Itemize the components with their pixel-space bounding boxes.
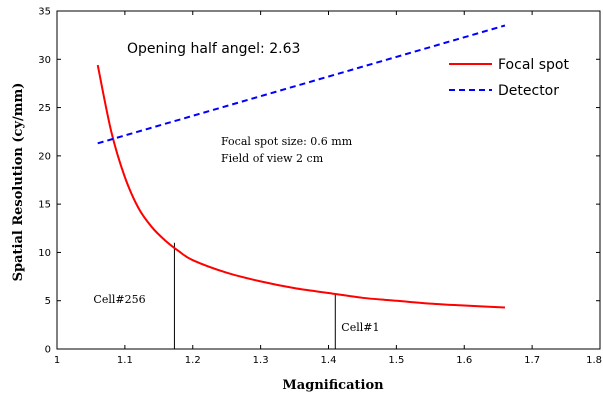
x-tick-label: 1.1 (117, 355, 133, 366)
annotation-opening-angle: Opening half angel: 2.63 (127, 41, 300, 57)
axis-ticks (56, 10, 601, 350)
y-tick-label: 5 (45, 296, 51, 307)
y-tick-label: 30 (38, 55, 51, 66)
x-tick-label: 1.5 (388, 355, 404, 366)
y-tick-label: 0 (45, 345, 51, 356)
annotation-field-of-view: Field of view 2 cm (221, 152, 324, 165)
marker-lines: Cell#256 Cell#1 (93, 242, 379, 349)
series-line-detector (97, 24, 506, 145)
x-tick-label: 1.8 (586, 355, 602, 366)
x-tick-label: 1.2 (185, 355, 201, 366)
x-tick-label: 1.3 (253, 355, 269, 366)
y-tick-labels: 0 5 10 15 20 25 30 35 (38, 7, 51, 356)
series-line-focal-spot (96, 64, 506, 309)
annotation-focal-spot-size: Focal spot size: 0.6 mm (221, 135, 353, 148)
series-lines (96, 24, 506, 309)
marker-label: Cell#256 (93, 293, 145, 306)
y-tick-label: 25 (38, 103, 51, 114)
y-tick-label: 10 (38, 248, 51, 259)
y-tick-label: 35 (38, 7, 51, 18)
marker-label: Cell#1 (341, 321, 379, 334)
x-tick-label: 1.6 (456, 355, 472, 366)
y-tick-label: 15 (38, 200, 51, 211)
x-axis-title: Magnification (282, 378, 384, 393)
y-tick-label: 20 (38, 151, 51, 162)
legend: Focal spot Detector (449, 57, 569, 99)
legend-label-focal-spot: Focal spot (498, 57, 569, 73)
legend-label-detector: Detector (498, 83, 559, 99)
x-tick-label: 1.7 (524, 355, 540, 366)
y-axis-title: Spatial Resolution (cy/mm) (11, 83, 26, 282)
x-tick-label: 1 (54, 355, 60, 366)
x-tick-labels: 1 1.1 1.2 1.3 1.4 1.5 1.6 1.7 1.8 (54, 355, 602, 366)
x-tick-label: 1.4 (321, 355, 337, 366)
